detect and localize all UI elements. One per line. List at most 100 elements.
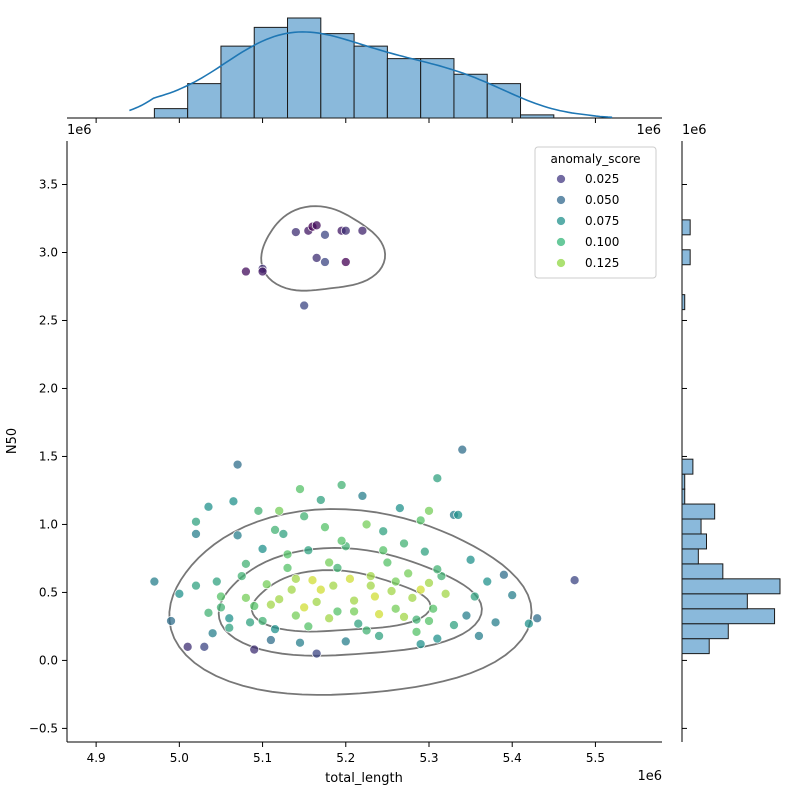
y-tick-label: 2.0	[39, 381, 58, 395]
scatter-point	[345, 573, 355, 584]
scatter-point	[428, 603, 439, 614]
scatter-point	[453, 510, 463, 520]
scatter-point	[303, 621, 314, 632]
scatter-point	[274, 594, 285, 605]
scatter-point	[407, 593, 418, 603]
y-tick-label: 0.0	[39, 653, 58, 667]
x-tick-label: 5.2	[336, 751, 355, 765]
marginal-y-bar	[681, 638, 710, 655]
scatter-point	[353, 618, 364, 629]
x-axis-label: total_length	[325, 771, 403, 786]
scatter-point	[361, 625, 372, 636]
axes: 4.9 5.0 5.1 5.2 5.3 5.4 5.5 −0.5 0.0 0.5 1.0 1.5 2.0…	[29, 141, 662, 765]
marginal-y-bar	[681, 518, 702, 535]
y-tick-label: 3.5	[39, 178, 58, 192]
scatter-point	[374, 609, 384, 620]
scatter-point	[507, 590, 518, 600]
scatter-point	[211, 576, 222, 587]
legend-marker	[556, 195, 566, 205]
marginal-x-bar	[453, 73, 488, 119]
scatter-point	[245, 617, 255, 628]
scatter-point	[457, 444, 468, 455]
scatter-point	[270, 624, 280, 634]
marginal-y-bar	[681, 503, 716, 520]
scatter-point	[386, 586, 397, 596]
scatter-point	[286, 584, 297, 595]
x-tick-label: 5.5	[586, 751, 605, 765]
scatter-point	[224, 613, 235, 624]
scatter-point	[461, 610, 472, 621]
scatter-point	[499, 569, 509, 580]
scatter-point	[249, 644, 260, 655]
scatter-point	[236, 571, 247, 581]
scatter-point	[182, 641, 193, 652]
scatter-point	[415, 639, 426, 649]
scatter-point	[524, 618, 534, 629]
scatter-point	[328, 580, 339, 591]
scatter-point	[474, 631, 484, 641]
marginal-x-bar	[520, 114, 555, 119]
scatter-point	[378, 526, 389, 537]
y-tick-label: −0.5	[29, 721, 58, 735]
scatter-point	[290, 610, 301, 621]
marginal-y-bar	[681, 219, 691, 236]
scatter-point	[390, 576, 401, 587]
scatter-point	[357, 491, 368, 501]
scatter-point	[311, 220, 322, 231]
scatter-point	[340, 257, 351, 267]
scatter-point	[332, 606, 343, 617]
scatter-point	[336, 480, 347, 490]
scatter-point	[299, 300, 310, 311]
scatter-point	[336, 535, 347, 546]
scatter-point	[166, 616, 176, 626]
scatter-point	[374, 631, 384, 641]
marginal-x-bar	[420, 58, 455, 119]
scatter-point	[349, 595, 359, 606]
legend-label: 0.075	[585, 214, 619, 228]
scatter-point	[216, 591, 226, 602]
scatter-point	[303, 545, 314, 556]
x-tick-label: 5.3	[419, 751, 438, 765]
scatter-point	[361, 519, 372, 530]
kde-contour-line	[168, 508, 533, 696]
scatter-point	[469, 591, 480, 602]
marginal-x-bar	[486, 83, 522, 119]
scatter-point	[320, 257, 330, 267]
top-marginal-x-scale-label-left: 1e6	[67, 123, 92, 138]
scatter-point	[282, 563, 293, 573]
scatter-point	[432, 564, 443, 575]
scatter-point	[257, 544, 268, 554]
scatter-point	[295, 484, 305, 494]
scatter-point	[324, 613, 334, 624]
marginal-x-bar	[287, 17, 322, 119]
scatter-point	[290, 573, 301, 584]
scatter-point	[440, 588, 451, 599]
scatter-point	[216, 602, 226, 613]
marginal-x-bar	[320, 33, 355, 119]
scatter-point	[349, 606, 359, 617]
y-tick-label: 3.0	[39, 245, 58, 259]
scatter-point	[424, 578, 434, 588]
scatter-point	[424, 505, 434, 516]
scatter-point	[249, 601, 260, 611]
scatter-point	[449, 620, 459, 630]
scatter-point	[191, 529, 201, 539]
scatter-point	[224, 622, 235, 633]
scatter-point	[320, 522, 330, 533]
legend-marker	[556, 237, 566, 247]
scatter-point	[266, 635, 276, 645]
scatter-point	[390, 603, 401, 614]
scatter-point	[320, 229, 330, 240]
scatter-point	[149, 576, 160, 587]
scatter-point	[403, 568, 414, 579]
scatter-point	[290, 227, 301, 237]
x-tick-label: 4.9	[87, 751, 106, 765]
marginal-y-histogram	[681, 141, 781, 742]
scatter-point	[315, 584, 326, 595]
scatter-point	[411, 614, 422, 625]
legend-label: 0.100	[585, 235, 619, 249]
scatter-point	[266, 599, 276, 610]
marginal-x-bar	[220, 45, 255, 119]
scatter-point	[232, 530, 243, 541]
scatter-point	[299, 602, 310, 613]
